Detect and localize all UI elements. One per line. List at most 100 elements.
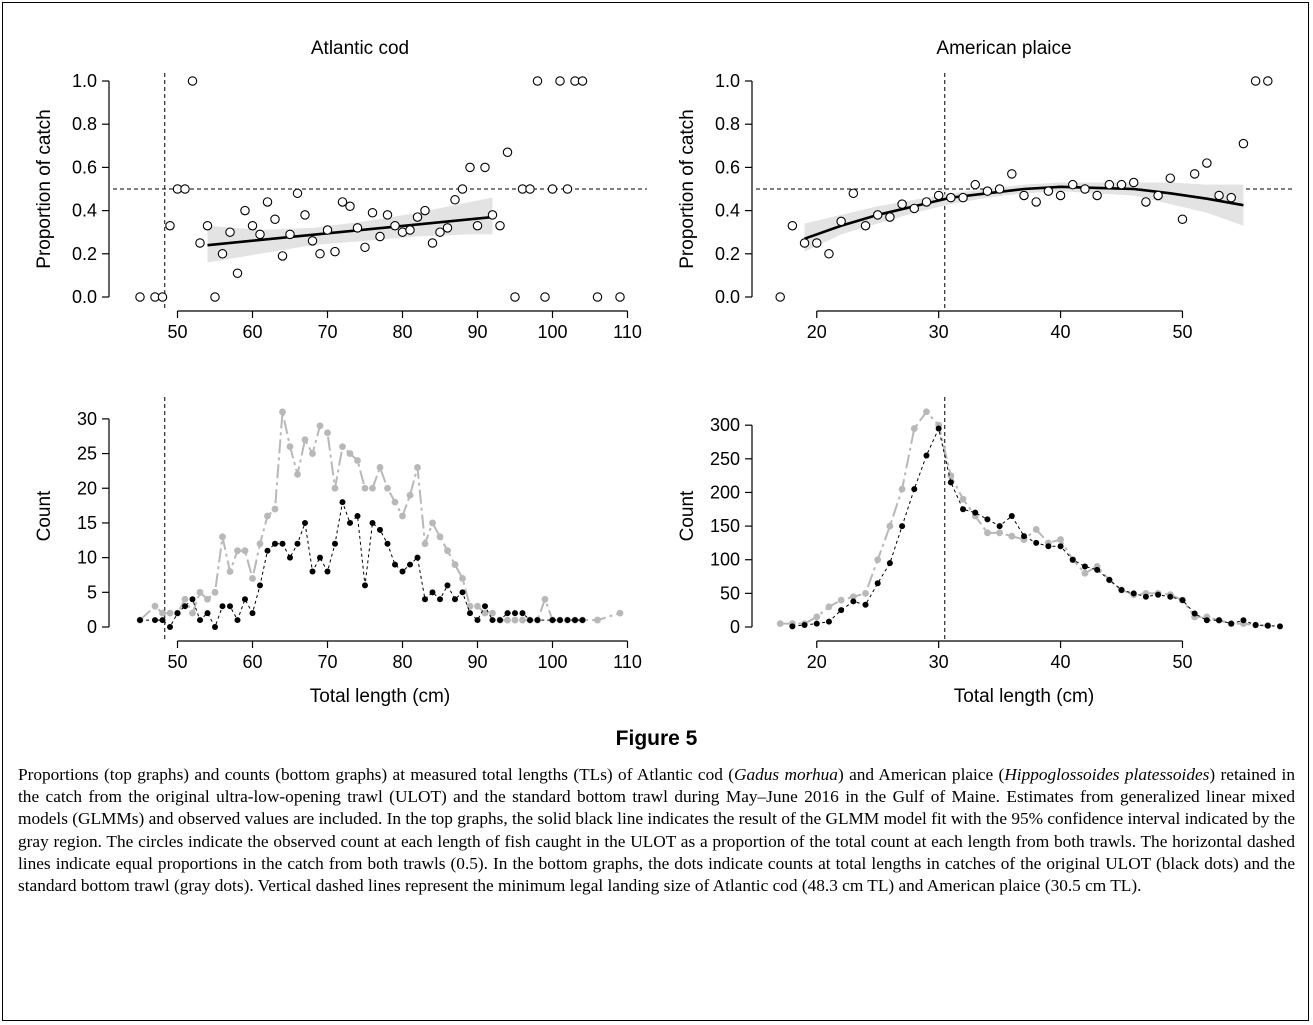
ulot-dot bbox=[1240, 617, 1247, 624]
caption-species-name: Gadus morhua bbox=[733, 765, 838, 784]
ulot-dot bbox=[813, 620, 820, 627]
observed-point bbox=[1214, 190, 1224, 201]
ulot-dot bbox=[996, 523, 1003, 530]
x-tick-label: 90 bbox=[467, 322, 487, 342]
ulot-dot bbox=[984, 516, 991, 523]
observed-point bbox=[330, 246, 340, 257]
ulot-dot bbox=[332, 540, 338, 547]
ulot-dot bbox=[1008, 513, 1015, 519]
observed-point bbox=[1153, 190, 1163, 201]
ulot-dot bbox=[204, 610, 211, 617]
ulot-dot bbox=[825, 618, 832, 625]
observed-point bbox=[420, 205, 430, 216]
standard-trawl-dot bbox=[474, 602, 481, 610]
standard-trawl-dot bbox=[444, 547, 451, 555]
caption-text: ) retained in the catch from the origina… bbox=[18, 765, 1295, 896]
standard-trawl-dot bbox=[331, 484, 339, 492]
ulot-dot bbox=[302, 519, 308, 526]
y-tick-label: 0.2 bbox=[715, 244, 740, 264]
standard-trawl-dot bbox=[271, 505, 279, 513]
ulot-dot bbox=[1203, 617, 1210, 624]
figure-label: Figure 5 bbox=[615, 727, 698, 750]
x-tick-label: 50 bbox=[167, 652, 187, 672]
ulot-dot bbox=[1106, 576, 1113, 583]
y-tick-label: 30 bbox=[77, 409, 97, 429]
ulot-dot bbox=[1021, 533, 1027, 540]
standard-trawl-dot bbox=[910, 425, 918, 432]
observed-point bbox=[946, 192, 956, 203]
ulot-dot bbox=[347, 519, 353, 526]
x-tick-label: 70 bbox=[317, 652, 337, 672]
y-tick-label: 0.8 bbox=[72, 114, 97, 134]
ulot-dot bbox=[1277, 623, 1283, 630]
standard-trawl-dot bbox=[189, 609, 196, 617]
observed-point bbox=[210, 292, 220, 302]
standard-trawl-dot bbox=[481, 609, 489, 617]
ulot-dot bbox=[197, 617, 203, 624]
ulot-dot bbox=[1033, 539, 1040, 546]
observed-point bbox=[525, 184, 535, 194]
x-tick-label: 100 bbox=[537, 322, 567, 342]
ulot-dot bbox=[467, 610, 473, 617]
observed-point bbox=[532, 76, 543, 86]
x-tick-label: 60 bbox=[242, 652, 262, 672]
y-tick-label: 20 bbox=[77, 478, 97, 498]
standard-trawl-dot bbox=[776, 620, 784, 628]
ulot-dot bbox=[519, 610, 526, 617]
standard-trawl-dot bbox=[159, 609, 166, 617]
observed-point bbox=[255, 229, 265, 240]
ulot-dot bbox=[1130, 590, 1137, 597]
standard-trawl-dot bbox=[316, 422, 324, 430]
observed-point bbox=[1250, 76, 1261, 86]
observed-point bbox=[562, 184, 573, 194]
standard-trawl-dot bbox=[369, 484, 376, 492]
chart-plaice-count: 20 30 40 50 0 50 100 150 200 250 300 Count Total len… bbox=[677, 397, 1283, 707]
observed-point bbox=[442, 223, 453, 233]
observed-point bbox=[195, 238, 205, 248]
ulot-dot bbox=[257, 582, 263, 589]
standard-trawl-dot bbox=[886, 522, 894, 530]
ulot-dot bbox=[437, 596, 443, 603]
observed-point bbox=[1165, 173, 1176, 183]
y-tick-label: 1.0 bbox=[715, 71, 740, 91]
standard-trawl-dot bbox=[166, 609, 174, 617]
ulot-dot bbox=[1057, 543, 1064, 550]
ulot-dot bbox=[309, 568, 316, 575]
standard-trawl-dot bbox=[346, 450, 354, 457]
y-tick-label: 5 bbox=[87, 582, 97, 602]
observed-point bbox=[435, 227, 445, 237]
observed-point bbox=[352, 223, 363, 233]
y-tick-label: 10 bbox=[77, 548, 97, 568]
observed-point bbox=[897, 199, 907, 209]
ulot-dot bbox=[911, 486, 918, 493]
ulot-dot bbox=[1142, 593, 1149, 600]
standard-trawl-dot bbox=[1032, 526, 1040, 533]
ulot-line bbox=[140, 500, 583, 629]
ulot-dot bbox=[317, 554, 323, 561]
standard-trawl-dot bbox=[339, 443, 346, 451]
ulot-dot bbox=[459, 589, 466, 596]
observed-point bbox=[487, 210, 498, 220]
y-tick-label: 0 bbox=[87, 617, 97, 637]
observed-point bbox=[247, 220, 258, 231]
chart-plaice-proportion: American plaice 20 30 40 50 0.0 0.2 0.4 0.6 0.8 1.… bbox=[677, 38, 1292, 342]
x-tick-label: 110 bbox=[613, 322, 642, 342]
observed-point bbox=[165, 220, 175, 231]
observed-point bbox=[885, 212, 895, 222]
ulot-dot bbox=[1094, 566, 1101, 573]
observed-point bbox=[1141, 197, 1151, 207]
observed-point bbox=[1202, 158, 1212, 168]
standard-trawl-dot bbox=[466, 602, 474, 610]
ulot-dot bbox=[935, 425, 942, 432]
ulot-dot bbox=[377, 526, 383, 533]
y-axis-label: Proportion of catch bbox=[34, 109, 55, 268]
observed-point bbox=[970, 179, 980, 190]
observed-point bbox=[1226, 192, 1236, 203]
ulot-dot bbox=[1155, 591, 1162, 598]
x-tick-label: 30 bbox=[929, 322, 949, 342]
standard-trawl-dot bbox=[406, 491, 414, 499]
ulot-dot bbox=[862, 601, 869, 608]
observed-point bbox=[1007, 169, 1017, 179]
figure-caption: Proportions (top graphs) and counts (bot… bbox=[18, 764, 1295, 897]
